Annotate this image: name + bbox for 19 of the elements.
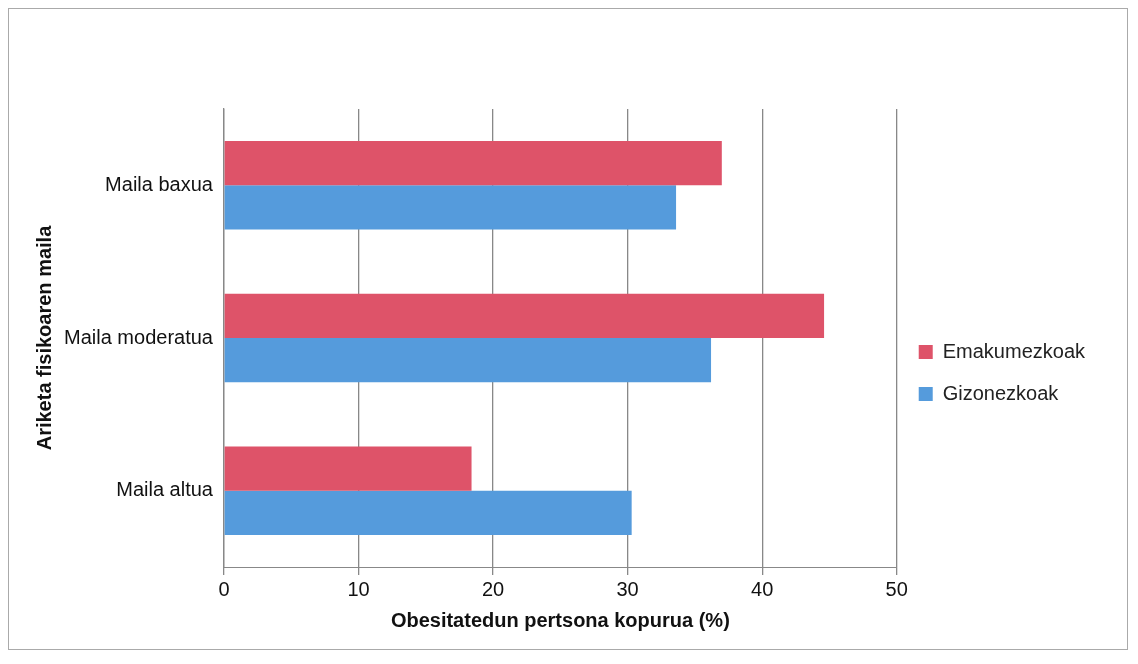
bar: [224, 185, 677, 230]
y-axis-title: Ariketa fisikoaren maila: [32, 224, 55, 451]
x-tick-label: 40: [751, 577, 774, 600]
y-tick-label: Maila baxua: [105, 172, 214, 195]
legend-label: Emakumezkoak: [942, 339, 1086, 362]
bar: [224, 490, 632, 535]
y-tick-label: Maila moderatua: [64, 325, 214, 348]
y-tick-label: Maila altua: [116, 478, 214, 501]
x-tick-label: 20: [481, 577, 505, 600]
legend-label: Gizonezkoak: [942, 381, 1060, 404]
x-tick-label: 30: [616, 577, 639, 600]
x-tick-label: 50: [885, 577, 908, 600]
bar: [224, 293, 825, 338]
x-tick-label: 10: [347, 577, 370, 600]
x-axis-title: Obesitatedun pertsona kopurua (%): [390, 608, 730, 631]
bar: [224, 141, 722, 186]
x-tick-label: 0: [218, 577, 230, 600]
bar: [224, 446, 472, 491]
bar: [224, 338, 712, 383]
